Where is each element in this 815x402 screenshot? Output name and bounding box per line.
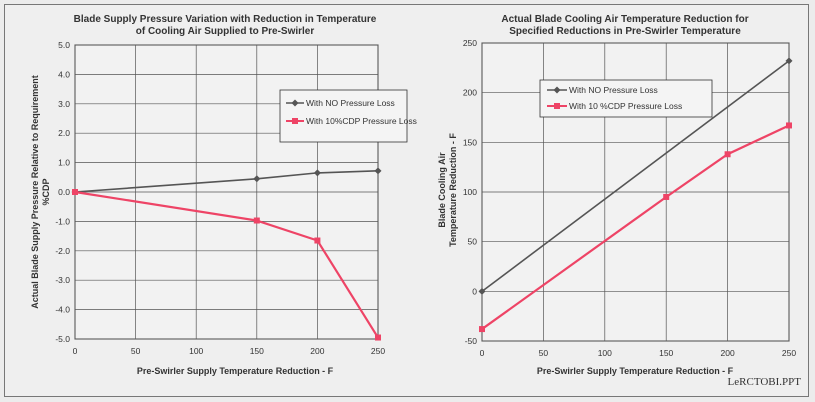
chart-left-series-2-line — [74, 190, 379, 339]
chart-left-x-ticks: 0 50 100 150 200 250 — [73, 346, 386, 356]
chart-right-x-tick-label: 250 — [782, 348, 796, 358]
chart-left-x-tick-label: 200 — [310, 346, 324, 356]
legend-left-label-1: With NO Pressure Loss — [306, 98, 395, 108]
chart-left-series-1-point — [374, 167, 382, 175]
chart-left-y-tick-label: -5.0 — [55, 334, 70, 344]
chart-right-x-tick-label: 200 — [721, 348, 735, 358]
chart-left-x-tick-label: 50 — [131, 346, 141, 356]
chart-left-series-2-point — [375, 334, 381, 341]
chart-left-legend: With NO Pressure Loss With 10%CDP Pressu… — [279, 89, 417, 143]
chart-right-title-line2: Specified Reductions in Pre-Swirler Temp… — [509, 26, 741, 37]
chart-right: Actual Blade Cooling Air Temperature Red… — [437, 14, 796, 376]
chart-left: Blade Supply Pressure Variation with Red… — [30, 14, 417, 376]
chart-left-y-ticks: 5.0 4.0 3.0 2.0 1.0 0.0 -1.0 -2.0 -3.0 -4.0 -5.0 — [55, 40, 70, 344]
chart-left-y-axis-label-line2: %CDP — [41, 178, 51, 205]
chart-left-x-tick-label: 100 — [189, 346, 203, 356]
chart-right-series — [478, 57, 793, 333]
chart-left-y-tick-label: -2.0 — [55, 246, 70, 256]
chart-left-y-tick-label: 0.0 — [58, 187, 70, 197]
chart-left-x-tick-label: 150 — [250, 346, 264, 356]
chart-left-y-tick-label: 2.0 — [58, 128, 70, 138]
chart-left-series-1-point — [313, 169, 321, 177]
chart-left-series-2-point — [72, 189, 78, 195]
chart-left-title-line2: of Cooling Air Supplied to Pre-Swirler — [136, 26, 315, 37]
chart-right-y-tick-label: 200 — [463, 88, 477, 98]
chart-right-y-axis-label-line2: Temperature Reduction - F — [448, 133, 458, 247]
chart-right-y-tick-label: 100 — [463, 187, 477, 197]
legend-right-diamond-marker — [553, 86, 561, 94]
chart-left-y-tick-label: -1.0 — [55, 216, 70, 226]
chart-left-series — [71, 167, 382, 341]
legend-left-label-2: With 10%CDP Pressure Loss — [306, 116, 417, 126]
legend-left-diamond-marker — [291, 99, 299, 107]
chart-right-y-axis-label-line1: Blade Cooling Air — [437, 152, 447, 228]
legend-left-square-marker — [292, 118, 298, 124]
chart-left-series-2-point — [314, 237, 321, 244]
chart-left-y-tick-label: 4.0 — [58, 69, 70, 79]
chart-right-series-2-point — [479, 326, 485, 333]
chart-left-x-tick-label: 0 — [73, 346, 78, 356]
chart-right-x-ticks: 0 50 100 150 200 250 — [480, 348, 797, 358]
chart-right-y-tick-label: 150 — [463, 137, 477, 147]
chart-right-series-2-line — [481, 124, 790, 330]
chart-right-series-2-point — [663, 193, 670, 200]
chart-right-legend-box — [539, 79, 713, 118]
chart-left-series-2-point — [253, 217, 260, 224]
legend-right-label-1: With NO Pressure Loss — [569, 85, 658, 95]
chart-left-title-line1: Blade Supply Pressure Variation with Red… — [74, 14, 377, 25]
chart-right-series-2-point — [786, 122, 792, 129]
chart-left-series-1-point — [253, 175, 261, 183]
legend-right-square-marker — [554, 103, 560, 109]
chart-left-y-tick-label: -3.0 — [55, 275, 70, 285]
chart-right-x-tick-label: 0 — [480, 348, 485, 358]
chart-left-y-tick-label: 3.0 — [58, 99, 70, 109]
legend-right-label-2: With 10 %CDP Pressure Loss — [569, 101, 682, 111]
chart-right-x-axis-label: Pre-Swirler Supply Temperature Reduction… — [537, 366, 734, 376]
chart-right-y-tick-label: 250 — [463, 38, 477, 48]
chart-left-x-tick-label: 250 — [371, 346, 385, 356]
chart-left-y-axis-label-line1: Actual Blade Supply Pressure Relative to… — [30, 75, 40, 309]
chart-right-y-tick-label: 0 — [472, 286, 477, 296]
chart-left-x-axis-label: Pre-Swirler Supply Temperature Reduction… — [137, 366, 334, 376]
chart-right-series-2-point — [724, 151, 731, 158]
chart-right-x-tick-label: 100 — [598, 348, 612, 358]
chart-right-y-tick-label: -50 — [465, 336, 478, 346]
chart-left-y-tick-label: 5.0 — [58, 40, 70, 50]
chart-right-y-tick-label: 50 — [468, 237, 478, 247]
chart-right-title-line1: Actual Blade Cooling Air Temperature Red… — [501, 14, 748, 25]
chart-right-x-tick-label: 150 — [659, 348, 673, 358]
chart-right-series-1-point — [478, 287, 486, 295]
chart-right-grid — [481, 42, 790, 342]
chart-right-series-1-point — [785, 57, 793, 65]
chart-right-y-ticks: 250 200 150 100 50 0 -50 — [463, 38, 477, 346]
chart-left-series-1-line — [74, 170, 379, 193]
chart-left-legend-box — [279, 89, 408, 143]
chart-left-y-tick-label: 1.0 — [58, 158, 70, 168]
chart-right-legend: With NO Pressure Loss With 10 %CDP Press… — [539, 79, 713, 118]
footer-filename: LeRCTOBI.PPT — [727, 376, 801, 388]
chart-right-series-1-line — [481, 60, 790, 292]
chart-left-y-tick-label: -4.0 — [55, 305, 70, 315]
chart-right-x-tick-label: 50 — [539, 348, 549, 358]
